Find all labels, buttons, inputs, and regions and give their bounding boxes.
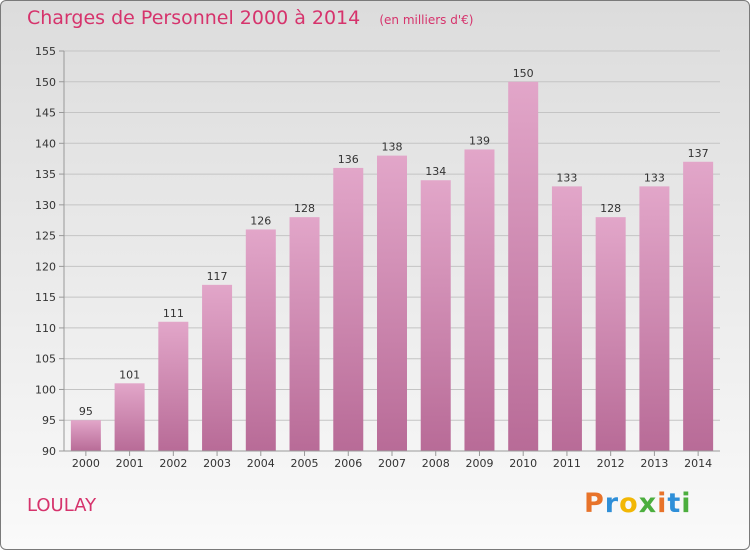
x-tick-label: 2001 [116,457,144,470]
bar-value-label: 136 [338,153,359,166]
x-tick-label: 2008 [422,457,450,470]
bar-value-label: 128 [294,202,315,215]
bars: 95 101 111 117 126 128 136 138 134 139 150 133 128 13… [70,67,714,452]
x-tick-label: 2014 [684,457,712,470]
y-tick-label: 125 [35,230,56,243]
y-tick-label: 120 [35,260,56,273]
bar-value-label: 128 [600,202,621,215]
y-tick-label: 100 [35,383,56,396]
bar [420,180,451,451]
bar-value-label: 139 [469,134,490,147]
bar [333,167,364,451]
y-tick-label: 135 [35,168,56,181]
bar [245,229,276,451]
axes: 90 95 100 105 110 115 120 125 130 135 140 145 150 155… [35,45,720,470]
y-tick-label: 145 [35,107,56,120]
logo-letter: o [619,488,639,519]
logo-letter: r [604,488,620,519]
bar [70,420,101,451]
logo-letter: i [681,488,692,519]
bar-value-label: 117 [207,270,228,283]
y-tick-label: 90 [42,445,56,458]
bar [464,149,495,451]
bar [289,217,320,451]
bar [639,186,670,451]
x-tick-label: 2004 [247,457,275,470]
bar-value-label: 111 [163,307,184,320]
proxiti-logo: Proxiti [584,488,692,519]
commune-name: LOULAY [27,495,97,516]
x-tick-label: 2005 [291,457,319,470]
bar-value-label: 150 [513,67,534,80]
y-tick-label: 110 [35,322,56,335]
y-tick-label: 105 [35,353,56,366]
x-tick-label: 2010 [509,457,537,470]
x-tick-label: 2000 [72,457,100,470]
y-tick-label: 150 [35,76,56,89]
logo-letter: x [638,488,658,519]
x-tick-label: 2013 [640,457,668,470]
bar [202,284,233,451]
x-tick-label: 2011 [553,457,581,470]
y-tick-label: 115 [35,291,56,304]
x-tick-label: 2003 [203,457,231,470]
logo-letter: i [657,488,668,519]
bar [158,321,189,451]
y-tick-label: 155 [35,45,56,58]
bar-value-label: 134 [425,165,446,178]
bar [595,217,626,451]
x-tick-label: 2007 [378,457,406,470]
bar-value-label: 138 [382,141,403,154]
chart-unit: (en milliers d'€) [379,13,474,27]
bar-value-label: 101 [119,368,140,381]
bar-value-label: 126 [250,214,271,227]
logo-letter: t [667,488,682,519]
bar-value-label: 133 [556,171,577,184]
chart-title-block: Charges de Personnel 2000 à 2014 (en mil… [27,7,473,29]
x-tick-label: 2009 [465,457,493,470]
bar-value-label: 137 [688,147,709,160]
chart-title: Charges de Personnel 2000 à 2014 [27,7,361,29]
bar-value-label: 133 [644,171,665,184]
x-tick-label: 2012 [597,457,625,470]
y-tick-label: 130 [35,199,56,212]
bar-value-label: 95 [79,405,93,418]
x-tick-label: 2002 [159,457,187,470]
y-tick-label: 140 [35,137,56,150]
y-tick-label: 95 [42,414,56,427]
bar [114,383,145,451]
bar [551,186,582,451]
bar [683,161,714,451]
bar [508,81,539,452]
x-tick-label: 2006 [334,457,362,470]
bar [377,155,407,451]
logo-letter: P [584,488,605,519]
